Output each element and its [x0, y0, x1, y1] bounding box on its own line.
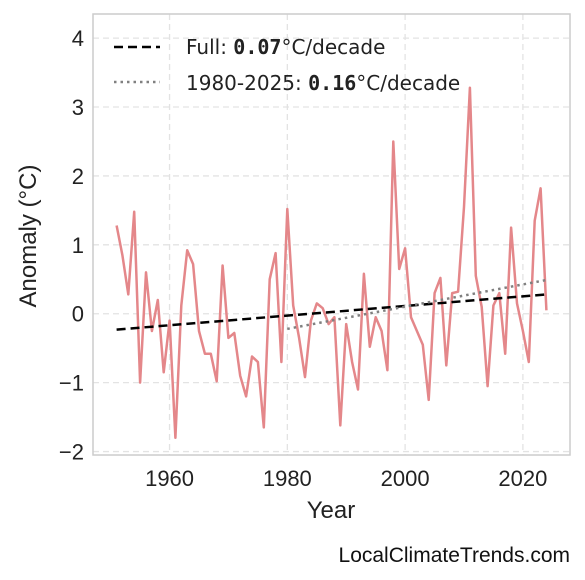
y-tick-label-4: 2 — [72, 164, 84, 189]
y-tick-labels: −2 −1 0 1 2 3 4 — [59, 26, 84, 464]
y-tick-label-0: −2 — [59, 440, 84, 465]
y-tick-label-3: 1 — [72, 233, 84, 258]
watermark-text: LocalClimateTrends.com — [338, 544, 570, 567]
series-annual-line — [115, 86, 548, 440]
x-tick-label-2020: 2020 — [498, 466, 547, 491]
legend-entry-full: Full: 0.07°C/decade — [186, 35, 385, 59]
chart: 1960 1980 2000 2020 −2 −1 0 1 2 3 4 Year Anomaly … — [15, 13, 571, 524]
legend-recent-suffix: °C/decade — [356, 71, 460, 95]
legend-full-suffix: °C/decade — [281, 35, 385, 59]
series-layer — [115, 86, 548, 440]
x-tick-label-1980: 1980 — [263, 466, 312, 491]
legend-recent-value: 0.16 — [308, 71, 356, 95]
x-axis-label: Year — [307, 497, 356, 524]
plot-frame — [92, 13, 571, 456]
y-tick-label-2: 0 — [72, 302, 84, 327]
y-tick-label-1: −1 — [59, 371, 84, 396]
x-tick-label-1960: 1960 — [145, 466, 194, 491]
legend-entry-recent: 1980-2025: 0.16°C/decade — [186, 71, 460, 95]
x-tick-label-2000: 2000 — [381, 466, 430, 491]
legend-full-prefix: Full: — [186, 35, 233, 59]
x-tick-labels: 1960 1980 2000 2020 — [145, 466, 547, 491]
series-trend-recent-line — [287, 278, 547, 331]
y-tick-label-6: 4 — [72, 26, 84, 51]
y-tick-label-5: 3 — [72, 95, 84, 120]
legend-full-value: 0.07 — [233, 35, 281, 59]
series-trend-full-line — [116, 293, 547, 331]
legend: Full: 0.07°C/decade 1980-2025: 0.16°C/de… — [114, 35, 460, 95]
y-axis-label: Anomaly (°C) — [15, 165, 42, 308]
legend-recent-prefix: 1980-2025: — [186, 71, 308, 95]
